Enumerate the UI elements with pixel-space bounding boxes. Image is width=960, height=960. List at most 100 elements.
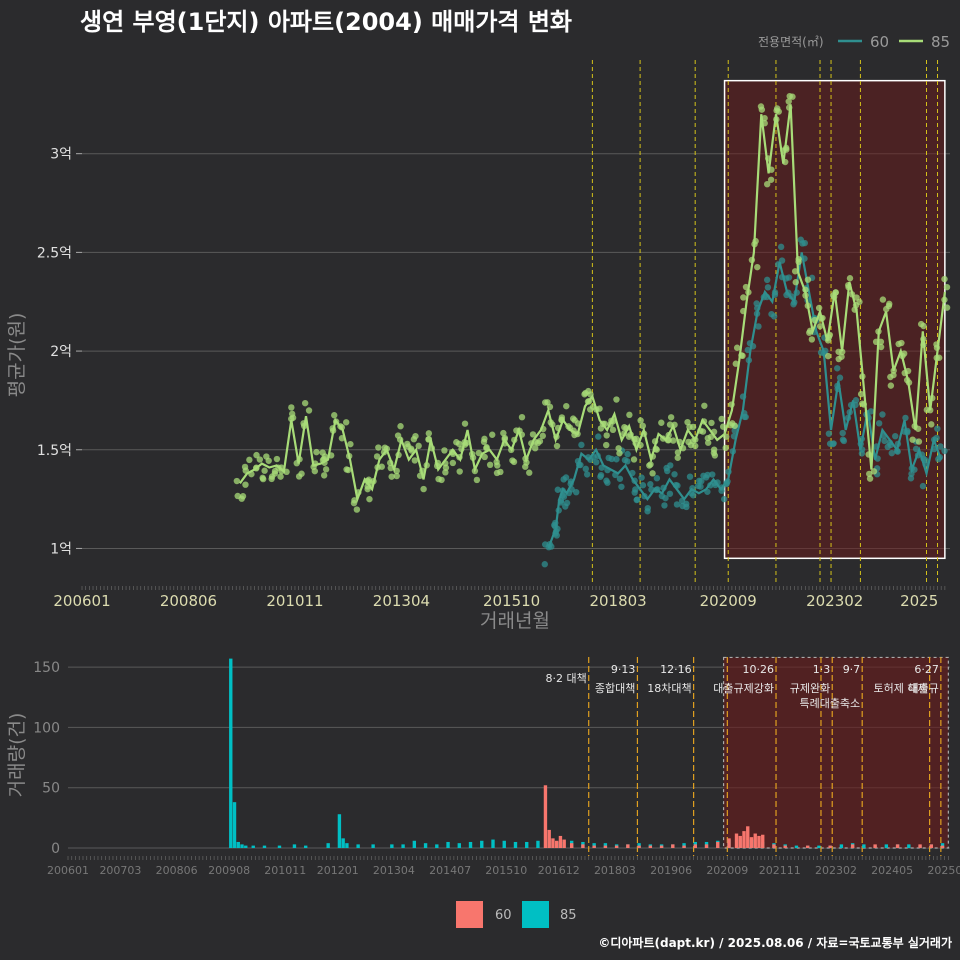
volume-bar-60 [704, 844, 709, 848]
price-point-85 [242, 481, 249, 488]
price-point-85 [877, 343, 885, 351]
price-point-85 [378, 463, 385, 470]
policy-label-bottom: 토허제 해제 [874, 681, 928, 695]
price-point-85 [853, 294, 860, 301]
price-point-85 [500, 429, 507, 437]
price-point-85 [486, 461, 494, 469]
price-point-85 [510, 458, 518, 466]
volume-bar-60 [558, 835, 563, 848]
top-legend-label-60: 60 [870, 33, 889, 51]
price-line-85 [239, 104, 946, 504]
price-point-85 [808, 336, 816, 343]
price-point-85 [350, 499, 358, 507]
price-point-85 [288, 410, 296, 418]
volume-bar-60 [772, 844, 776, 848]
price-point-85 [305, 407, 313, 414]
price-point-85 [539, 432, 546, 440]
price-point-60 [616, 475, 624, 482]
price-x-tick-label: 2025 [900, 592, 938, 610]
price-point-85 [526, 469, 533, 476]
price-y-tick-label: 3억 [50, 147, 72, 163]
price-point-85 [343, 466, 350, 473]
price-point-60 [583, 471, 591, 478]
price-point-85 [603, 432, 610, 439]
volume-bar-85 [525, 841, 529, 848]
price-point-60 [941, 447, 948, 455]
price-point-85 [909, 436, 916, 443]
price-point-85 [616, 450, 623, 457]
volume-bar-60 [828, 845, 832, 848]
price-point-60 [799, 240, 806, 247]
volume-bar-60 [929, 844, 933, 848]
price-point-60 [888, 449, 895, 457]
price-point-85 [609, 426, 617, 434]
price-point-85 [301, 399, 309, 407]
price-point-85 [481, 453, 488, 461]
volume-x-tick-label: 200908 [208, 864, 250, 877]
price-point-85 [857, 390, 865, 398]
price-point-85 [667, 414, 675, 421]
price-point-85 [674, 449, 682, 456]
volume-bar-60 [614, 845, 619, 848]
price-x-tick-label: 202009 [700, 592, 757, 610]
volume-bar-85 [341, 838, 345, 848]
price-point-60 [562, 474, 570, 481]
top-legend-label-85: 85 [931, 33, 950, 51]
price-point-85 [763, 181, 771, 188]
price-point-60 [721, 495, 728, 503]
price-point-60 [593, 458, 600, 466]
chart-title: 생연 부영(1단지) 아파트(2004) 매매가격 변화 [80, 8, 572, 36]
price-point-60 [683, 500, 690, 508]
volume-bar-60 [659, 845, 664, 848]
price-point-85 [773, 107, 780, 114]
price-point-85 [708, 419, 715, 427]
price-point-60 [653, 475, 661, 482]
volume-x-tick-label: 201803 [594, 864, 636, 877]
top-legend: 전용면적(㎡) 60 85 [758, 33, 950, 51]
volume-bar-85 [435, 844, 439, 848]
price-point-60 [709, 471, 716, 478]
price-point-60 [673, 501, 681, 508]
price-point-85 [271, 470, 279, 477]
price-point-85 [719, 423, 727, 430]
volume-bar-60 [682, 845, 686, 848]
policy-label-top: 9·7 [843, 663, 861, 676]
volume-bar-85 [244, 845, 248, 848]
policy-label-top: 12·16 [660, 663, 692, 676]
volume-bar-60 [581, 844, 585, 848]
price-point-60 [633, 496, 641, 503]
volume-bar-85 [240, 844, 244, 848]
price-point-85 [754, 263, 761, 271]
volume-bar-85 [277, 845, 282, 848]
price-point-85 [481, 435, 488, 443]
price-point-85 [732, 360, 739, 367]
volume-bar-60 [753, 833, 757, 848]
price-point-60 [658, 492, 666, 500]
price-point-85 [835, 348, 842, 355]
volume-x-tick-label: 202009 [706, 864, 748, 877]
price-point-60 [770, 313, 778, 320]
volume-bar-60 [738, 835, 742, 848]
price-point-85 [563, 402, 570, 410]
price-point-60 [764, 284, 772, 291]
volume-x-tick-label: 202302 [815, 864, 857, 877]
price-point-60 [937, 443, 944, 450]
volume-bar-85 [502, 840, 506, 848]
price-series-85 [233, 92, 951, 513]
price-point-60 [554, 486, 562, 493]
price-point-85 [666, 421, 674, 428]
volume-y-tick-label: 150 [33, 660, 60, 676]
bottom-legend-label-60: 60 [495, 908, 512, 923]
price-point-85 [639, 422, 647, 430]
volume-x-tick-label: 202111 [759, 864, 801, 877]
price-point-85 [791, 268, 799, 275]
price-point-60 [661, 502, 668, 509]
price-point-85 [816, 323, 824, 330]
price-point-60 [907, 475, 915, 482]
price-point-85 [438, 476, 445, 484]
price-point-85 [518, 413, 526, 421]
price-point-60 [573, 488, 580, 496]
price-y-axis-title: 평균가(원) [6, 313, 28, 398]
volume-y-tick-label: 50 [42, 781, 60, 797]
